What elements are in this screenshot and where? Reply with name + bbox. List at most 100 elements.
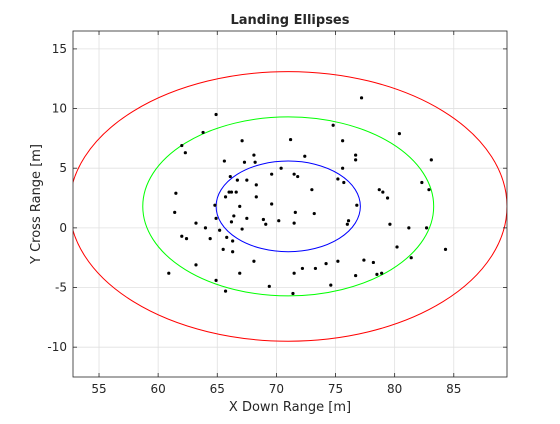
y-tick-label: 5 xyxy=(59,161,67,175)
data-point xyxy=(218,228,222,232)
data-point xyxy=(213,203,217,207)
data-point xyxy=(336,259,340,263)
data-point xyxy=(429,158,433,162)
data-point xyxy=(331,123,335,127)
ellipse-middle xyxy=(142,116,435,297)
data-point xyxy=(223,289,228,293)
data-point xyxy=(341,166,345,170)
data-point xyxy=(254,183,258,187)
data-point xyxy=(292,271,296,275)
data-point xyxy=(194,221,198,225)
y-axis-label: Y Cross Range [m] xyxy=(29,144,44,265)
data-point xyxy=(194,263,198,267)
data-point xyxy=(229,220,234,224)
data-point xyxy=(354,273,358,278)
axes-box xyxy=(72,30,508,378)
data-point xyxy=(235,178,239,182)
data-point xyxy=(208,237,212,241)
y-tick-label: -5 xyxy=(55,281,67,295)
x-tick-label: 60 xyxy=(151,382,166,396)
y-tick-label: 10 xyxy=(52,102,67,116)
data-point xyxy=(303,154,307,158)
x-tick-label: 75 xyxy=(328,382,343,396)
data-point xyxy=(288,137,293,142)
data-point xyxy=(397,132,401,136)
data-point xyxy=(214,216,218,220)
x-tick-label: 65 xyxy=(210,382,225,396)
data-point xyxy=(267,284,271,288)
data-point xyxy=(313,266,318,271)
data-points xyxy=(167,96,448,296)
data-point xyxy=(184,237,189,241)
data-point xyxy=(270,172,274,176)
data-point xyxy=(240,227,244,231)
data-point xyxy=(252,153,256,157)
data-point xyxy=(214,278,218,282)
x-tick-label: 55 xyxy=(91,382,106,396)
data-point xyxy=(238,204,242,208)
data-point xyxy=(228,174,232,179)
data-point xyxy=(223,195,228,199)
data-point xyxy=(270,202,274,206)
data-point xyxy=(245,178,249,182)
data-point xyxy=(424,226,429,230)
ellipse-outer xyxy=(73,71,507,342)
data-point xyxy=(277,219,281,223)
data-point xyxy=(227,190,231,194)
data-point xyxy=(261,217,265,222)
data-point xyxy=(329,283,333,287)
data-point xyxy=(359,96,364,100)
data-point xyxy=(310,188,314,192)
data-point xyxy=(324,262,328,266)
data-point xyxy=(214,112,218,117)
data-point xyxy=(234,190,238,194)
x-tick-label: 85 xyxy=(446,382,461,396)
data-point xyxy=(385,196,390,200)
data-point xyxy=(253,160,257,164)
y-tick-label: 0 xyxy=(59,221,67,235)
data-point xyxy=(291,291,295,296)
data-point xyxy=(395,245,399,249)
data-point xyxy=(354,158,358,162)
data-point xyxy=(254,195,258,199)
data-point xyxy=(221,247,225,251)
data-point xyxy=(371,260,375,265)
data-point xyxy=(380,271,384,275)
ellipses xyxy=(73,71,507,342)
data-point xyxy=(345,222,349,226)
data-point xyxy=(229,190,234,194)
data-point xyxy=(296,174,300,179)
data-point xyxy=(336,177,340,181)
data-point xyxy=(264,222,268,226)
data-point xyxy=(183,151,187,155)
data-point xyxy=(292,172,296,176)
data-point xyxy=(300,266,305,271)
data-point xyxy=(222,159,226,163)
plot-area xyxy=(73,31,507,377)
data-point xyxy=(232,214,236,218)
data-point xyxy=(409,256,413,260)
data-point xyxy=(252,259,256,263)
data-point xyxy=(180,143,184,148)
data-point xyxy=(231,239,235,243)
data-point xyxy=(240,139,244,143)
data-point xyxy=(346,219,351,223)
data-point xyxy=(242,160,247,164)
x-tick-label: 80 xyxy=(387,382,402,396)
x-tick-label: 70 xyxy=(269,382,284,396)
data-point xyxy=(420,180,424,185)
data-point xyxy=(293,210,297,214)
y-tick-label: -10 xyxy=(47,340,67,354)
data-point xyxy=(238,271,242,275)
data-point xyxy=(292,221,296,225)
data-point xyxy=(355,203,359,207)
data-point xyxy=(167,271,171,275)
data-point xyxy=(203,226,208,230)
chart-title: Landing Ellipses xyxy=(230,13,349,28)
data-point xyxy=(377,188,381,192)
data-point xyxy=(180,234,184,238)
data-point xyxy=(279,166,283,170)
data-point xyxy=(362,258,366,262)
